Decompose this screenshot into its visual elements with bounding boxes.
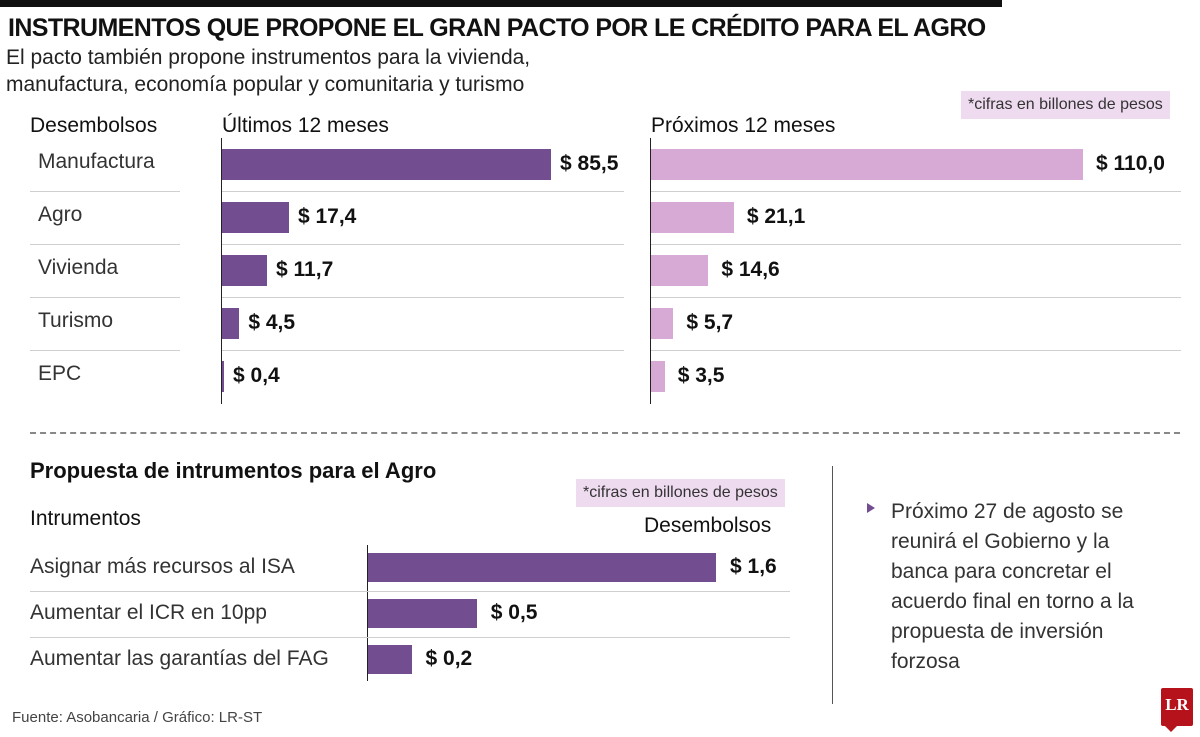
category-label-manufactura: Manufactura — [38, 150, 155, 173]
chart-title: INSTRUMENTOS QUE PROPONE EL GRAN PACTO P… — [8, 14, 986, 42]
value-label-proximos-vivienda: $ 14,6 — [721, 258, 780, 281]
row-divider — [30, 191, 180, 192]
value-label-ultimos-vivienda: $ 11,7 — [276, 258, 334, 281]
category-label-agro: Agro — [38, 203, 83, 226]
value-label-instrument-3: $ 0,2 — [425, 647, 473, 670]
value-label-proximos-turismo: $ 5,7 — [686, 311, 734, 334]
series-header-ultimos: Últimos 12 meses — [222, 114, 389, 137]
lr-logo: LR — [1161, 688, 1193, 732]
axis-proximos — [650, 138, 651, 404]
value-label-instrument-2: $ 0,5 — [490, 601, 538, 624]
unit-note-top: *cifras en billones de pesos — [961, 91, 1170, 119]
bar-ultimos-turismo — [222, 308, 240, 339]
value-label-proximos-agro: $ 21,1 — [746, 205, 806, 228]
value-label-ultimos-agro: $ 17,4 — [297, 205, 357, 228]
agro-chart-title: Propuesta de intrumentos para el Agro — [30, 458, 437, 483]
value-label-proximos-manufactura: $ 110,0 — [1096, 152, 1165, 175]
category-label-instrument-2: Aumentar el ICR en 10pp — [30, 601, 267, 624]
axis-ultimos — [221, 138, 222, 404]
section-divider — [30, 432, 1180, 434]
bar-ultimos-agro — [222, 202, 289, 233]
bar-proximos-agro — [651, 202, 734, 233]
row-divider — [651, 350, 1181, 351]
chart-subtitle: El pacto también propone instrumentos pa… — [6, 46, 531, 96]
row-divider — [222, 297, 624, 298]
bar-instrument-2 — [368, 599, 477, 628]
row-divider — [30, 637, 790, 638]
category-label-instrument-1: Asignar más recursos al ISA — [30, 555, 295, 578]
row-header-instrumentos: Intrumentos — [30, 507, 141, 530]
row-divider — [222, 244, 624, 245]
vertical-separator — [832, 466, 833, 704]
row-divider — [651, 297, 1181, 298]
bar-instrument-3 — [368, 645, 412, 674]
series-header-proximos: Próximos 12 meses — [651, 114, 836, 137]
row-divider — [30, 297, 180, 298]
bar-proximos-turismo — [651, 308, 674, 339]
bar-ultimos-epc — [222, 361, 224, 392]
row-divider — [222, 350, 624, 351]
bar-proximos-manufactura — [651, 149, 1083, 180]
row-divider — [30, 244, 180, 245]
bullet-triangle-icon — [867, 503, 875, 513]
value-label-ultimos-epc: $ 0,4 — [233, 364, 280, 387]
value-label-instrument-1: $ 1,6 — [730, 555, 777, 578]
bar-proximos-epc — [651, 361, 665, 392]
top-rule — [0, 0, 1002, 7]
bar-instrument-1 — [368, 553, 716, 582]
row-divider — [651, 244, 1181, 245]
value-label-ultimos-manufactura: $ 85,5 — [560, 152, 619, 175]
category-label-turismo: Turismo — [38, 309, 114, 332]
bar-ultimos-vivienda — [222, 255, 268, 286]
value-header-desembolsos: Desembolsos — [644, 514, 772, 537]
row-divider — [222, 191, 624, 192]
axis-agro — [367, 545, 368, 681]
row-divider — [30, 350, 180, 351]
category-label-epc: EPC — [38, 362, 82, 385]
value-label-proximos-epc: $ 3,5 — [677, 364, 725, 387]
bar-ultimos-manufactura — [222, 149, 551, 180]
row-header-desembolsos: Desembolsos — [30, 114, 158, 137]
row-divider — [30, 591, 790, 592]
category-label-instrument-3: Aumentar las garantías del FAG — [30, 647, 329, 670]
unit-note-bottom: *cifras en billones de pesos — [576, 479, 785, 507]
row-divider — [651, 191, 1181, 192]
value-label-ultimos-turismo: $ 4,5 — [248, 311, 296, 334]
source-credit: Fuente: Asobancaria / Gráfico: LR-ST — [12, 709, 263, 726]
side-note: Próximo 27 de agosto se reunirá el Gobie… — [891, 500, 1134, 673]
category-label-vivienda: Vivienda — [38, 256, 119, 279]
bar-proximos-vivienda — [651, 255, 709, 286]
